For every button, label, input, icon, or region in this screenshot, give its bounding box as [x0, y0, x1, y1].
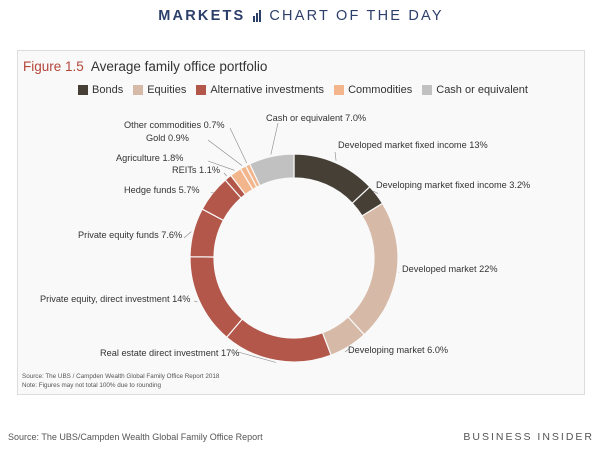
- leader-line: [207, 160, 235, 171]
- leader-line: [270, 122, 279, 155]
- slice-label: Developing market fixed income 3.2%: [376, 180, 530, 190]
- donut-slice: [189, 256, 244, 339]
- leader-line: [334, 151, 337, 161]
- bar-chart-icon: [253, 10, 262, 22]
- legend-item: Commodities: [334, 84, 412, 96]
- legend-item: Equities: [133, 84, 186, 96]
- legend-swatch: [78, 85, 88, 95]
- figure-number: Figure 1.5: [23, 59, 84, 74]
- donut-slice: [293, 153, 371, 205]
- figure-source-note: Source: The UBS / Campden Wealth Global …: [22, 373, 220, 380]
- donut-slice: [225, 318, 332, 363]
- leader-line: [372, 190, 379, 194]
- slice-label: Gold 0.9%: [146, 133, 189, 143]
- legend-label: Alternative investments: [210, 84, 325, 96]
- legend-item: Alternative investments: [196, 84, 324, 96]
- donut-slice: [347, 202, 399, 336]
- donut-chart: Developed market fixed income 13% Develop…: [40, 113, 530, 363]
- figure-panel: Figure 1.5 Average family office portfol…: [17, 50, 585, 395]
- leader-line: [207, 139, 243, 166]
- slice-label: Real estate direct investment 17%: [100, 348, 239, 358]
- slice-label: Cash or equivalent 7.0%: [266, 113, 366, 123]
- slice-label: Private equity funds 7.6%: [78, 230, 182, 240]
- figure-title: Figure 1.5 Average family office portfol…: [23, 59, 267, 74]
- leader-line: [237, 351, 277, 363]
- legend-label: Commodities: [348, 84, 413, 96]
- legend-swatch: [133, 85, 144, 95]
- slice-label: REITs 1.1%: [172, 165, 220, 175]
- legend-swatch: [334, 85, 345, 95]
- slice-label: Developed market fixed income 13%: [338, 140, 488, 150]
- business-insider-logo: BUSINESS INSIDER: [463, 431, 594, 443]
- slice-label: Private equity, direct investment 14%: [40, 294, 190, 304]
- leader-line: [229, 127, 248, 164]
- slice-label: Developed market 22%: [402, 264, 498, 274]
- leader-line: [223, 172, 227, 177]
- leader-line: [210, 191, 215, 194]
- figure-rounding-note: Note: Figures may not total 100% due to …: [22, 382, 161, 389]
- markets-brand: MARKETS: [158, 8, 246, 24]
- legend-label: Equities: [147, 84, 187, 96]
- slice-label: Agriculture 1.8%: [116, 153, 183, 163]
- leader-line: [344, 347, 350, 353]
- slice-label: Other commodities 0.7%: [124, 120, 225, 130]
- legend-item: Bonds: [78, 84, 123, 96]
- legend-label: Cash or equivalent: [436, 84, 528, 96]
- slice-label: Developing market 6.0%: [348, 345, 448, 355]
- footer-source: Source: The UBS/Campden Wealth Global Fa…: [8, 432, 263, 442]
- chart-of-the-day-label: CHART OF THE DAY: [269, 8, 444, 24]
- legend-item: Cash or equivalent: [422, 84, 528, 96]
- legend-swatch: [196, 85, 207, 95]
- leader-line: [193, 300, 198, 303]
- donut-slice: [248, 153, 295, 187]
- chart-legend: Bonds Equities Alternative investments Comm…: [78, 84, 528, 96]
- slice-label: Hedge funds 5.7%: [124, 185, 200, 195]
- chart-of-the-day-banner: MARKETS CHART OF THE DAY: [0, 6, 602, 26]
- legend-label: Bonds: [92, 84, 124, 96]
- legend-swatch: [422, 85, 433, 95]
- chart-title: Average family office portfolio: [90, 59, 268, 74]
- leader-line: [183, 231, 192, 239]
